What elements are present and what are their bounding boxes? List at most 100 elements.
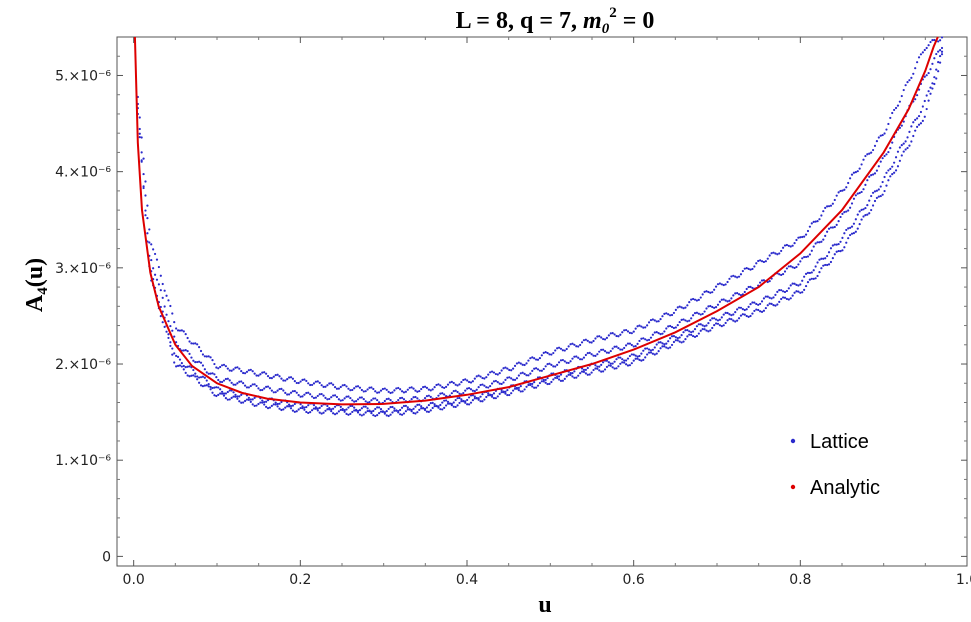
- lattice-point: [282, 408, 285, 411]
- lattice-point: [783, 296, 787, 299]
- lattice-point: [563, 349, 566, 352]
- lattice-point: [527, 359, 530, 362]
- lattice-point: [425, 386, 429, 389]
- lattice-point: [153, 273, 157, 276]
- lattice-point: [232, 395, 235, 398]
- lattice-point: [467, 380, 471, 384]
- lattice-point: [693, 328, 697, 331]
- lattice-point: [600, 370, 603, 373]
- lattice-point: [714, 306, 718, 309]
- lattice-point: [565, 361, 568, 364]
- lattice-point: [249, 384, 252, 388]
- lattice-point: [203, 368, 206, 371]
- lattice-point: [665, 312, 668, 315]
- lattice-point: [201, 353, 205, 356]
- lattice-point: [609, 362, 612, 365]
- lattice-point: [510, 369, 513, 372]
- lattice-point: [921, 51, 924, 54]
- lattice-point: [519, 362, 522, 365]
- lattice-point: [598, 365, 601, 368]
- lattice-point: [481, 400, 484, 403]
- lattice-point: [609, 332, 612, 335]
- legend-marker-analytic: [790, 484, 796, 490]
- lattice-point: [837, 220, 840, 223]
- lattice-point: [651, 352, 654, 355]
- lattice-point: [937, 70, 940, 73]
- lattice-point: [544, 351, 547, 354]
- lattice-point: [929, 86, 932, 89]
- lattice-point: [634, 327, 637, 330]
- lattice-point: [693, 298, 697, 301]
- lattice-point: [289, 407, 293, 410]
- lattice-point: [753, 301, 756, 304]
- lattice-point: [450, 380, 453, 383]
- lattice-point: [314, 406, 317, 409]
- lattice-point: [337, 410, 340, 413]
- lattice-point: [743, 313, 746, 316]
- lattice-point: [891, 165, 894, 168]
- lattice-point: [536, 384, 540, 387]
- lattice-point: [806, 229, 810, 233]
- lattice-point: [207, 385, 210, 388]
- lattice-point: [812, 277, 815, 281]
- lattice-point: [665, 342, 668, 345]
- lattice-point: [205, 379, 208, 382]
- lattice-point: [561, 349, 564, 352]
- lattice-point: [759, 259, 762, 262]
- lattice-point: [682, 331, 685, 334]
- lattice-point: [684, 338, 687, 341]
- lattice-point: [517, 361, 520, 364]
- lattice-point: [803, 255, 806, 259]
- lattice-point: [211, 359, 214, 362]
- lattice-point: [774, 252, 777, 255]
- lattice-point: [659, 347, 662, 350]
- lattice-point: [427, 403, 430, 407]
- lattice-point: [446, 383, 450, 386]
- lattice-point: [142, 186, 145, 190]
- lattice-point: [728, 313, 731, 316]
- lattice-point: [379, 408, 383, 411]
- lattice-point: [510, 377, 513, 380]
- lattice-point: [870, 194, 873, 198]
- lattice-point: [663, 345, 666, 348]
- lattice-point: [617, 335, 620, 338]
- lattice-point: [594, 364, 597, 367]
- lattice-point: [400, 413, 404, 416]
- lattice-point: [873, 199, 877, 203]
- lattice-point: [797, 290, 800, 293]
- lattice-point: [542, 367, 545, 371]
- lattice-point: [529, 357, 532, 360]
- lattice-point: [425, 395, 429, 398]
- lattice-point: [678, 320, 681, 324]
- lattice-point: [575, 345, 578, 348]
- lattice-point: [494, 372, 497, 376]
- lattice-point: [485, 376, 488, 379]
- lattice-point: [481, 376, 484, 380]
- lattice-point: [678, 336, 681, 339]
- lattice-point: [240, 380, 243, 383]
- lattice-point: [816, 241, 819, 244]
- lattice-point: [609, 364, 612, 367]
- lattice-point: [466, 398, 469, 402]
- lattice-point: [356, 398, 360, 401]
- lattice-point: [408, 386, 411, 389]
- lattice-point: [515, 362, 519, 365]
- lattice-point: [391, 411, 394, 414]
- lattice-point: [818, 271, 821, 274]
- lattice-point: [634, 357, 637, 360]
- lattice-point: [762, 297, 766, 300]
- lattice-point: [883, 132, 886, 135]
- lattice-point: [605, 365, 609, 369]
- lattice-point: [730, 297, 733, 300]
- lattice-point: [933, 57, 936, 60]
- lattice-point: [180, 329, 183, 332]
- lattice-point: [376, 406, 379, 409]
- lattice-point: [879, 160, 882, 163]
- lattice-point: [169, 304, 172, 308]
- lattice-point: [638, 339, 641, 343]
- lattice-point: [167, 336, 170, 340]
- lattice-point: [688, 330, 691, 333]
- lattice-point: [931, 82, 934, 85]
- lattice-point: [810, 222, 813, 225]
- lattice-point: [822, 238, 825, 241]
